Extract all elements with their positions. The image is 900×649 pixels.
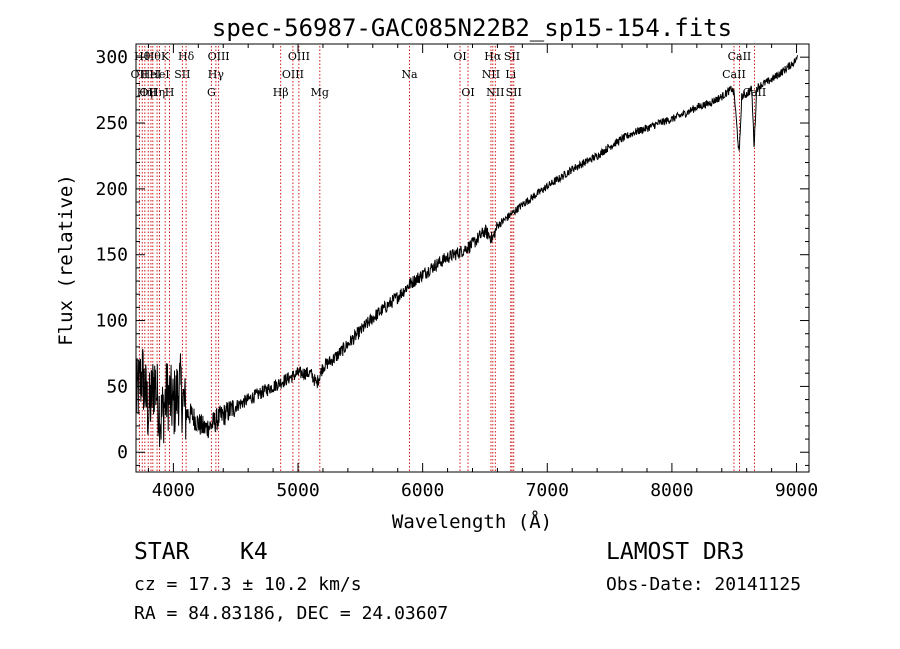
line-label: Hα [484, 50, 502, 63]
line-label: CaII [722, 68, 746, 81]
line-label: NII [486, 86, 504, 99]
line-label: Hη [149, 86, 165, 99]
x-tick-label: 8000 [650, 480, 693, 501]
line-label: OIII [282, 68, 304, 81]
x-tick-label: 9000 [775, 480, 818, 501]
y-tick-label: 250 [95, 113, 128, 134]
line-label: OII [131, 68, 149, 81]
line-label: CaII [728, 50, 752, 63]
observation-date: Obs-Date: 20141125 [606, 574, 802, 595]
x-tick-label: 5000 [276, 480, 319, 501]
line-labels: OIIHθHηOIIHeIHθHηHeIKHSIIHδGHγOIIIHβOIII… [131, 50, 767, 99]
line-label: Hθ [134, 50, 151, 63]
line-label: Mg [311, 86, 329, 99]
line-label: OIII [208, 50, 230, 63]
y-tick-label: 300 [95, 47, 128, 68]
y-tick-label: 50 [106, 376, 128, 397]
x-axis-label: Wavelength (Å) [392, 510, 552, 533]
spectrum-trace [135, 54, 799, 448]
line-label: G [207, 86, 216, 99]
line-label: OI [461, 86, 474, 99]
line-label: Hδ [178, 50, 195, 63]
y-tick-label: 150 [95, 245, 128, 266]
survey-name: LAMOST DR3 [606, 539, 745, 565]
line-label: OIII [288, 50, 310, 63]
chart-title: spec-56987-GAC085N22B2_sp15-154.fits [212, 14, 732, 42]
redshift-value: cz = 17.3 ± 10.2 km/s [134, 574, 362, 595]
x-tick-label: 6000 [401, 480, 444, 501]
line-label: Li [505, 68, 516, 81]
line-label: OI [453, 50, 466, 63]
axis-ticks: 4000 5000 6000 7000 8000 9000 0 50 100 150 200 250 3… [95, 44, 818, 501]
line-label: SII [174, 68, 190, 81]
line-label: Hγ [208, 68, 225, 81]
x-tick-label: 4000 [152, 480, 195, 501]
y-axis-label: Flux (relative) [55, 174, 77, 346]
line-label: SII [504, 50, 520, 63]
line-label: SII [506, 86, 522, 99]
object-subclass: K4 [240, 539, 268, 565]
line-label: H [165, 86, 175, 99]
line-label: HeI [141, 68, 161, 81]
line-label: CaII [743, 86, 767, 99]
x-tick-label: 7000 [526, 480, 569, 501]
object-class: STAR [134, 539, 190, 565]
line-label: Hβ [273, 86, 289, 99]
line-label: Na [401, 68, 418, 81]
line-label: Hθ [145, 50, 162, 63]
spectrum-line [135, 54, 799, 448]
line-label: K [161, 50, 170, 63]
y-tick-label: 100 [95, 311, 128, 332]
y-tick-label: 0 [117, 442, 128, 463]
y-tick-label: 200 [95, 179, 128, 200]
line-label: HeI [149, 68, 169, 81]
line-label: OII [139, 86, 157, 99]
coordinates: RA = 84.83186, DEC = 24.03607 [134, 603, 449, 624]
line-label: NII [482, 68, 500, 81]
line-markers [138, 46, 755, 472]
line-label: Hη [137, 86, 153, 99]
